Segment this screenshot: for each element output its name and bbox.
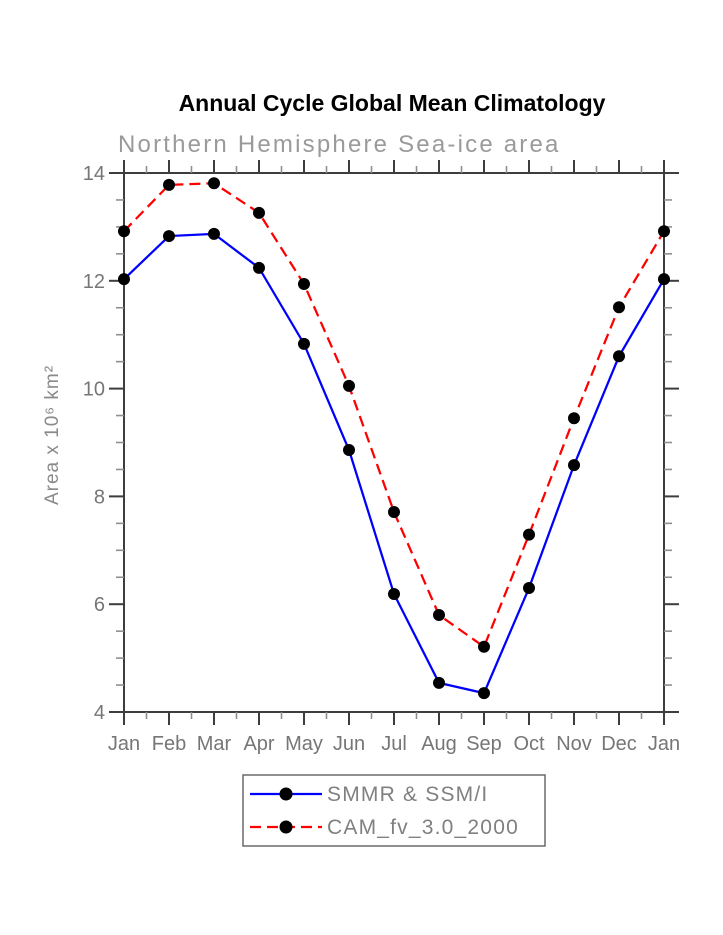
data-point-smmr-ssm-i [298, 337, 310, 350]
series-line-cam-fv-3-0-2000 [123, 182, 665, 649]
data-point-smmr-ssm-i [208, 227, 220, 240]
month-label: Feb [152, 733, 186, 755]
month-label: Nov [556, 733, 592, 755]
series-line-smmr-ssm-i [123, 232, 665, 695]
month-label: Jan [108, 733, 140, 755]
y-tick-label: 12 [83, 271, 105, 293]
data-point-cam-fv-3-0-2000 [388, 506, 400, 519]
month-label: Jan [648, 733, 680, 755]
data-point-cam-fv-3-0-2000 [343, 379, 355, 392]
month-label: May [285, 733, 323, 755]
data-point-smmr-ssm-i [433, 676, 445, 689]
data-point-smmr-ssm-i [568, 459, 580, 472]
month-label: Jun [333, 733, 365, 755]
data-point-smmr-ssm-i [388, 587, 400, 600]
data-point-cam-fv-3-0-2000 [478, 640, 490, 653]
legend: SMMR & SSM/I CAM_fv_3.0_2000 [242, 774, 546, 847]
y-tick-label: 10 [83, 379, 105, 401]
data-point-smmr-ssm-i [478, 687, 490, 700]
data-point-cam-fv-3-0-2000 [253, 206, 265, 219]
month-label: Mar [197, 733, 232, 755]
month-label: Aug [421, 733, 457, 755]
data-point-smmr-ssm-i [343, 444, 355, 457]
y-tick-label: 4 [94, 702, 105, 724]
month-label: Oct [513, 733, 545, 755]
month-label: Dec [601, 733, 637, 755]
y-tick-label: 14 [83, 163, 105, 185]
legend-marker-cam-fv-3-0-2000 [279, 820, 293, 834]
plot-area: Jan Feb Mar Apr May Jun Jul Aug Sep Oct Nov Dec Jan 1… [83, 160, 680, 755]
y-axis-title: Area x 10⁶ km² [42, 365, 63, 505]
legend-label-smmr-ssm-i: SMMR & SSM/I [327, 783, 488, 806]
data-point-smmr-ssm-i [163, 230, 175, 243]
data-point-cam-fv-3-0-2000 [568, 412, 580, 425]
legend-box [242, 774, 546, 847]
data-point-cam-fv-3-0-2000 [523, 528, 535, 541]
chart-subtitle: Northern Hemisphere Sea-ice area [118, 131, 561, 158]
legend-marker-smmr-ssm-i [279, 787, 293, 801]
data-point-cam-fv-3-0-2000 [658, 225, 670, 238]
data-point-smmr-ssm-i [658, 273, 670, 286]
data-point-smmr-ssm-i [523, 582, 535, 595]
y-tick-label: 6 [94, 594, 105, 616]
data-point-cam-fv-3-0-2000 [208, 177, 220, 190]
data-point-smmr-ssm-i [253, 261, 265, 274]
month-label: Apr [243, 733, 274, 755]
chart-title: Annual Cycle Global Mean Climatology [179, 90, 606, 116]
y-tick-label: 8 [94, 486, 105, 508]
data-point-smmr-ssm-i [613, 350, 625, 363]
legend-label-cam-fv-3-0-2000: CAM_fv_3.0_2000 [327, 816, 519, 839]
data-point-cam-fv-3-0-2000 [433, 608, 445, 621]
month-label: Jul [381, 733, 407, 755]
data-point-smmr-ssm-i [118, 273, 130, 286]
data-point-cam-fv-3-0-2000 [118, 225, 130, 238]
data-point-cam-fv-3-0-2000 [163, 178, 175, 191]
month-label: Sep [466, 733, 502, 755]
data-point-cam-fv-3-0-2000 [298, 278, 310, 291]
data-point-cam-fv-3-0-2000 [613, 301, 625, 314]
